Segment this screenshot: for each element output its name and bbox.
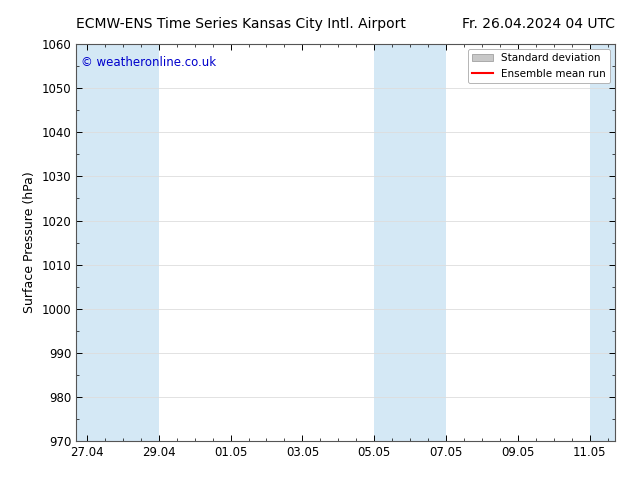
Bar [590,44,615,441]
Text: Fr. 26.04.2024 04 UTC: Fr. 26.04.2024 04 UTC [462,17,615,31]
Y-axis label: Surface Pressure (hPa): Surface Pressure (hPa) [23,172,36,314]
Bar [374,44,446,441]
Legend: Standard deviation, Ensemble mean run: Standard deviation, Ensemble mean run [467,49,610,83]
Text: © weatheronline.co.uk: © weatheronline.co.uk [81,56,217,69]
Text: ECMW-ENS Time Series Kansas City Intl. Airport: ECMW-ENS Time Series Kansas City Intl. A… [76,17,406,31]
Bar [76,44,158,441]
